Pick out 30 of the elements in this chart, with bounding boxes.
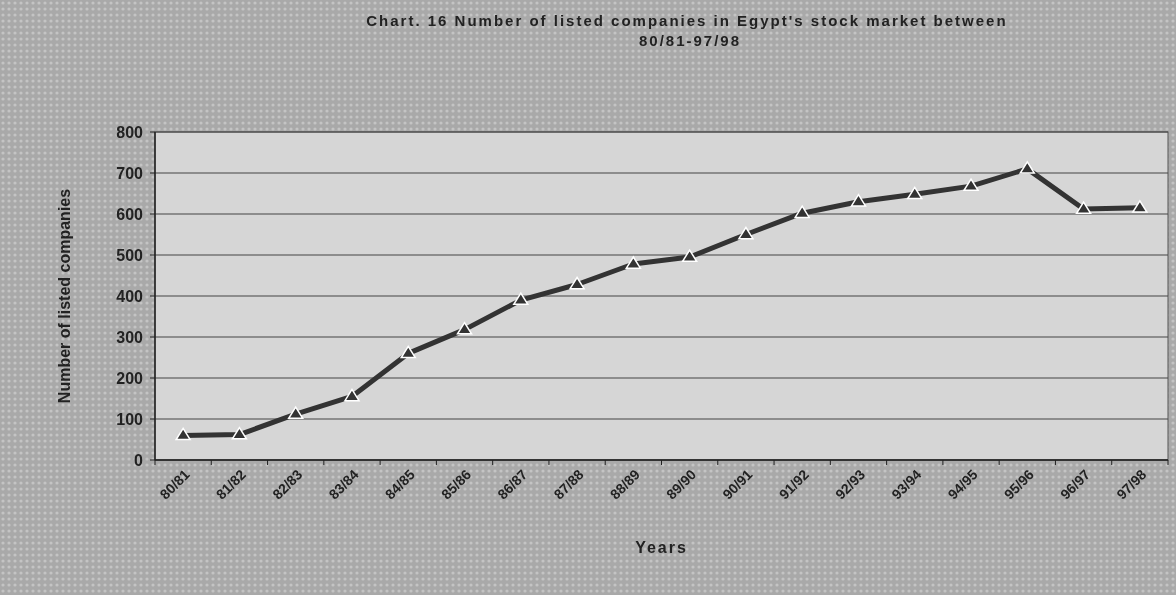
y-tick-label: 400 [116,287,144,305]
y-tick-label: 600 [116,205,144,223]
point [456,321,473,335]
point [794,205,810,219]
point [1019,161,1036,174]
point [738,226,754,240]
point [625,256,642,269]
point [344,388,360,402]
y-tick-label: 300 [116,328,144,346]
chart-title: Chart. 16 Number of listed companies in Egypt's stock market between 80/81-97/98 [366,12,1014,49]
y-tick-label: 700 [116,164,144,182]
point [850,193,867,207]
point [513,292,529,306]
point [1132,200,1148,213]
point [175,427,191,441]
y-tick-label: 0 [134,451,144,469]
y-tick-label: 500 [116,246,144,264]
point [569,276,585,290]
point [231,426,248,440]
point [1075,201,1092,215]
point [400,345,416,359]
y-tick-label: 800 [116,123,144,141]
y-tick-label: 100 [116,410,144,428]
point [287,406,304,420]
y-tick-label: 200 [116,369,144,387]
point [963,178,979,192]
point [907,186,923,200]
point [681,249,698,262]
x-axis-title: Years [635,539,688,556]
y-axis-title: Number of listed companies [56,188,73,404]
